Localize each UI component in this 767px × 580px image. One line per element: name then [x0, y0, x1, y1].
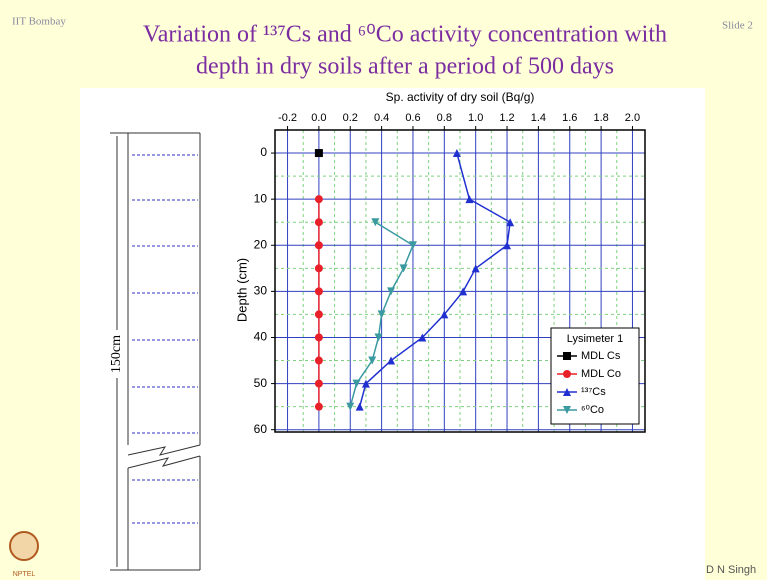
marker	[368, 356, 377, 365]
legend-label: ¹³⁷Cs	[581, 386, 606, 398]
y-tick-label: 50	[254, 376, 268, 390]
marker	[352, 379, 361, 388]
marker	[377, 310, 386, 319]
marker	[314, 379, 323, 388]
marker	[418, 333, 427, 342]
marker	[506, 218, 515, 227]
y-tick-label: 30	[254, 284, 268, 298]
x-tick-label: 1.8	[593, 112, 608, 124]
marker	[459, 287, 468, 296]
break-line	[127, 455, 201, 469]
marker	[371, 218, 380, 227]
x-tick-label: 0.4	[374, 112, 389, 124]
logo	[9, 531, 39, 561]
x-tick-label: 0.2	[343, 112, 358, 124]
marker	[314, 356, 323, 365]
marker	[452, 149, 461, 158]
x-tick-label: 0.6	[405, 112, 420, 124]
marker	[314, 287, 323, 296]
plot-frame	[274, 129, 646, 433]
slide-number: Slide 2	[722, 20, 753, 32]
y-axis-label: Depth (cm)	[234, 258, 249, 322]
y-tick-label: 0	[260, 145, 267, 159]
x-axis-label: Sp. activity of dry soil (Bq/g)	[386, 90, 535, 104]
marker	[399, 264, 408, 273]
marker	[314, 149, 323, 158]
marker	[314, 218, 323, 227]
marker	[387, 287, 396, 296]
y-tick-label: 10	[254, 191, 268, 205]
author: D N Singh	[706, 564, 756, 576]
legend-title: Lysimeter 1	[567, 333, 623, 345]
marker	[387, 356, 396, 365]
marker	[314, 195, 323, 204]
layer-lines	[132, 154, 198, 524]
title-line: Variation of ¹³⁷Cs and ⁶⁰Co activity con…	[143, 22, 667, 48]
marker	[314, 264, 323, 273]
x-tick-label: 0.8	[437, 112, 452, 124]
x-tick-label: 1.4	[531, 112, 546, 124]
marker	[465, 195, 474, 204]
x-tick-label: -0.2	[278, 112, 297, 124]
x-tick-label: 1.0	[468, 112, 483, 124]
marker	[314, 333, 323, 342]
break-line	[127, 444, 201, 456]
legend-marker	[563, 406, 571, 414]
column-height: 150cm	[109, 335, 124, 373]
legend-label: ⁶⁰Co	[581, 404, 604, 416]
marker	[355, 402, 364, 411]
marker	[361, 379, 370, 388]
marker	[314, 310, 323, 319]
x-tick-label: 2.0	[625, 112, 640, 124]
legend-marker	[563, 388, 571, 396]
legend-marker	[563, 370, 571, 378]
marker	[440, 310, 449, 319]
legend-marker	[563, 352, 571, 360]
x-tick-label: 1.6	[562, 112, 577, 124]
marker	[314, 241, 323, 250]
title-line: depth in dry soils after a period of 500…	[196, 54, 614, 80]
x-tick-label: 1.2	[499, 112, 514, 124]
legend-label: MDL Cs	[581, 350, 621, 362]
marker	[408, 241, 417, 250]
marker	[471, 264, 480, 273]
marker	[503, 241, 512, 250]
column-schematic	[110, 132, 201, 571]
marker	[374, 333, 383, 342]
y-tick-label: 40	[254, 330, 268, 344]
y-tick-label: 20	[254, 237, 268, 251]
x-tick-label: 0.0	[311, 112, 326, 124]
y-tick-label: 60	[254, 422, 268, 436]
institute: IIT Bombay	[12, 16, 66, 28]
marker	[314, 402, 323, 411]
logo-text: NPTEL	[13, 571, 36, 578]
marker	[346, 402, 355, 411]
legend-label: MDL Co	[581, 368, 621, 380]
